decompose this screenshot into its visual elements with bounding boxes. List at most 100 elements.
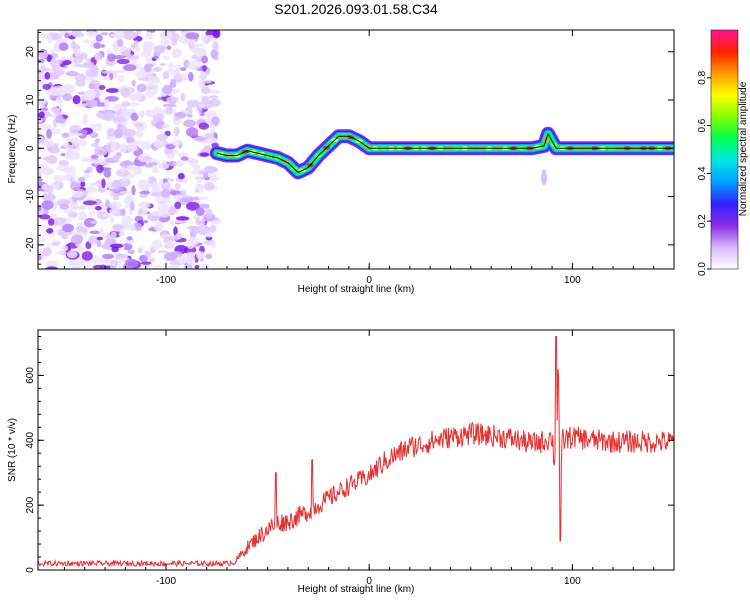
noise-blob — [110, 192, 123, 197]
noise-blob — [205, 117, 214, 124]
noise-blob — [196, 251, 205, 260]
noise-blob — [44, 72, 51, 80]
noise-blob — [41, 200, 54, 210]
noise-blob — [120, 208, 126, 216]
noise-blob — [47, 218, 55, 226]
noise-blob — [171, 139, 182, 146]
noise-blob — [41, 67, 50, 72]
noise-blob — [66, 138, 79, 143]
snr-panel: -100 0 100 0 200 400 600 Height of straight li… — [7, 329, 675, 595]
spectrogram-x-tick-label: -100 — [156, 275, 176, 286]
noise-blob — [105, 199, 110, 208]
noise-blob — [144, 91, 156, 98]
noise-blob — [101, 178, 106, 189]
snr-series — [38, 336, 674, 568]
noise-blob — [193, 136, 206, 142]
noise-blob — [136, 83, 147, 93]
noise-blob — [63, 208, 73, 214]
noise-blob — [138, 193, 148, 198]
noise-blob — [198, 103, 206, 109]
noise-blob — [96, 238, 102, 248]
noise-blob — [61, 132, 70, 138]
noise-blob — [134, 223, 142, 231]
noise-blob — [122, 242, 133, 251]
noise-blob — [42, 193, 56, 203]
snr-x-tick-label: 0 — [366, 576, 372, 587]
noise-blob — [121, 101, 131, 107]
noise-blob — [209, 224, 217, 233]
noise-blob — [130, 201, 135, 211]
noise-blob — [121, 175, 128, 182]
noise-blob — [109, 208, 119, 214]
noise-blob — [131, 185, 136, 196]
noise-blob — [38, 146, 43, 152]
noise-blob — [88, 83, 96, 90]
noise-blob — [120, 215, 132, 225]
noise-blob — [53, 143, 59, 148]
noise-blob — [49, 128, 61, 135]
noise-blob — [191, 40, 196, 46]
noise-blob — [98, 257, 109, 264]
noise-blob — [52, 201, 57, 212]
colorbar: 0.0 0.2 0.4 0.6 0.8 Normalized spectral ampl… — [697, 29, 749, 276]
noise-blob — [112, 154, 120, 162]
noise-blob — [55, 59, 63, 65]
noise-blob — [203, 80, 212, 84]
noise-blob — [160, 189, 171, 198]
noise-blob — [95, 206, 102, 211]
noise-blob — [51, 241, 62, 246]
noise-blob — [173, 126, 180, 137]
noise-blob — [65, 150, 75, 160]
noise-blob — [153, 140, 166, 149]
noise-blob — [157, 96, 163, 101]
noise-blob — [47, 185, 53, 194]
noise-blob — [145, 83, 153, 88]
noise-blob — [42, 246, 52, 257]
noise-blob — [94, 146, 105, 156]
ridge-artefact — [541, 169, 547, 186]
noise-blob — [82, 39, 91, 44]
noise-blob — [111, 180, 122, 189]
noise-blob — [99, 264, 107, 269]
noise-blob — [127, 249, 136, 255]
snr-y-tick-label: 600 — [25, 367, 36, 384]
snr-line — [38, 336, 674, 568]
noise-blob — [72, 95, 81, 105]
noise-blob — [88, 235, 98, 245]
noise-blob — [72, 132, 84, 137]
noise-blob — [95, 34, 103, 42]
noise-blob — [152, 165, 158, 169]
noise-blob — [172, 48, 182, 58]
noise-blob — [100, 243, 111, 249]
noise-blob — [60, 245, 69, 252]
noise-blob — [74, 73, 86, 82]
noise-blob — [127, 93, 136, 100]
noise-blob — [96, 112, 105, 118]
noise-blob — [58, 229, 66, 236]
noise-blob — [113, 116, 127, 123]
noise-blob — [185, 32, 200, 40]
noise-blob — [55, 114, 64, 124]
noise-blob — [60, 56, 66, 62]
noise-blob — [109, 243, 124, 249]
noise-blob — [202, 65, 207, 72]
noise-blob — [151, 239, 163, 250]
noise-blob — [69, 125, 82, 134]
noise-blob — [110, 70, 124, 74]
noise-blob — [205, 145, 211, 151]
noise-blob — [100, 44, 105, 48]
noise-blob — [161, 181, 171, 191]
noise-blob — [183, 119, 197, 128]
noise-blob — [75, 103, 88, 108]
noise-blob — [93, 42, 102, 49]
noise-blob — [186, 127, 199, 138]
noise-blob — [85, 68, 99, 77]
noise-blob — [62, 223, 74, 233]
noise-blob — [134, 123, 144, 128]
noise-blob — [174, 201, 182, 210]
noise-blob — [152, 265, 161, 269]
noise-blob — [182, 256, 196, 264]
noise-blob — [162, 103, 177, 108]
spectrogram-y-tick-label: 0 — [25, 145, 36, 151]
